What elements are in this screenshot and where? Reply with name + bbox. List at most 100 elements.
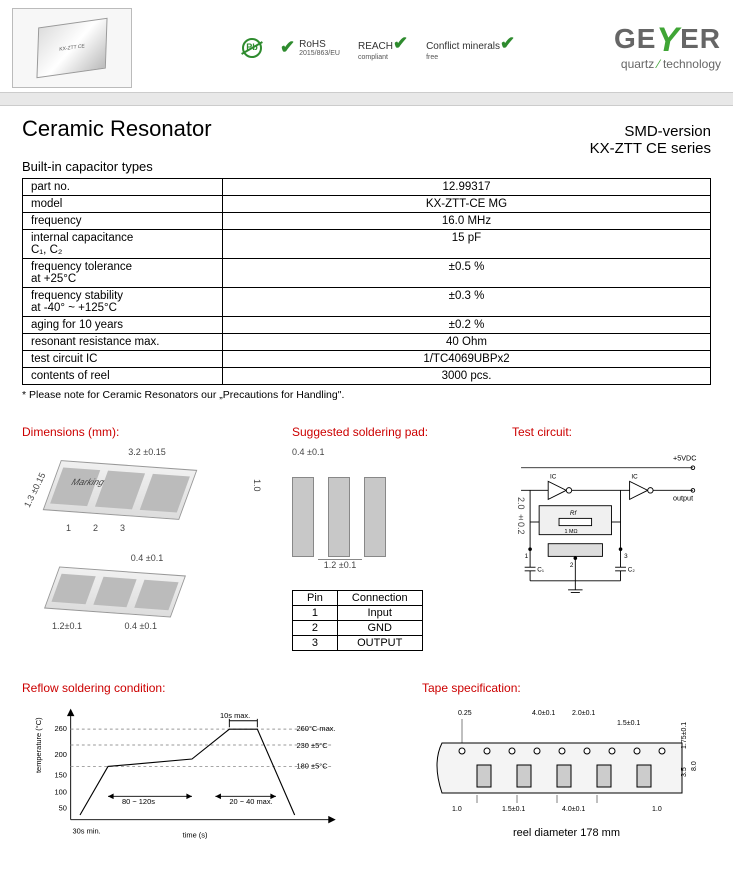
pin-table-row: 2GND <box>293 621 423 636</box>
spec-label: resonant resistance max. <box>23 334 223 351</box>
thumbnail-image: KX-ZTT CE <box>36 18 107 78</box>
pin-numbers: 123 <box>66 523 272 533</box>
svg-text:0.25: 0.25 <box>458 710 472 717</box>
spec-label: aging for 10 years <box>23 317 223 334</box>
circuit-section: Test circuit: +5VDC IC IC <box>512 425 711 651</box>
reflow-title: Reflow soldering condition: <box>22 681 392 695</box>
svg-text:2: 2 <box>570 562 574 569</box>
svg-text:1.0: 1.0 <box>452 806 462 813</box>
compliance-badges: Pb ✔ RoHS2015/863/EU REACH✔compliant Con… <box>242 34 515 61</box>
svg-text:260: 260 <box>54 724 66 733</box>
spec-row: internal capacitance C₁, C₂15 pF <box>23 230 711 259</box>
circuit-title: Test circuit: <box>512 425 711 439</box>
rohs-sub: 2015/863/EU <box>299 50 340 58</box>
brand-name: GEYER <box>614 18 721 57</box>
svg-text:30s min.: 30s min. <box>73 827 101 836</box>
svg-text:1.5±0.1: 1.5±0.1 <box>502 806 525 813</box>
conflict-minerals-badge: Conflict minerals✔free <box>426 34 515 61</box>
pin-cell: 1 <box>293 606 338 621</box>
pb-free-badge: Pb <box>242 38 262 58</box>
pin-table-row: 1Input <box>293 606 423 621</box>
svg-text:4.0±0.1: 4.0±0.1 <box>562 806 585 813</box>
circuit-svg: +5VDC IC IC output Rf <box>512 447 711 597</box>
width-label: 1.3 ±0.15 <box>22 471 47 509</box>
spec-row: frequency16.0 MHz <box>23 213 711 230</box>
svg-text:time (s): time (s) <box>183 830 208 839</box>
pin-cell: 2 <box>293 621 338 636</box>
svg-text:IC: IC <box>550 474 557 481</box>
geyer-logo: GEYER quartz ⁄ technology <box>614 18 721 71</box>
diagram-row: Dimensions (mm): 3.2 ±0.15 1.3 ±0.15 1.0… <box>22 425 711 651</box>
spec-row: frequency stability at -40° ~ +125°C±0.3… <box>23 288 711 317</box>
solder-pads <box>292 467 492 557</box>
rohs-badge: ✔ RoHS2015/863/EU <box>280 38 340 58</box>
svg-text:20 ~ 40 max.: 20 ~ 40 max. <box>229 797 272 806</box>
tape-caption: reel diameter 178 mm <box>422 827 711 839</box>
svg-text:100: 100 <box>54 787 66 796</box>
solder-pad <box>292 477 314 557</box>
pin-cell: OUTPUT <box>337 636 422 651</box>
tape-title: Tape specification: <box>422 681 711 695</box>
svg-text:2.0±0.1: 2.0±0.1 <box>572 710 595 717</box>
svg-text:output: output <box>673 493 693 502</box>
svg-text:3: 3 <box>624 553 628 560</box>
spec-table: part no.12.99317modelKX-ZTT-CE MGfrequen… <box>22 178 711 385</box>
check-icon: ✔ <box>500 33 515 53</box>
svg-text:4.0±0.1: 4.0±0.1 <box>532 710 555 717</box>
divider-bar <box>0 92 733 106</box>
spec-value: 1/TC4069UBPx2 <box>223 351 711 368</box>
header: KX-ZTT CE Pb ✔ RoHS2015/863/EU REACH✔com… <box>0 0 733 90</box>
reflow-chart: temperature (°C) time (s) 50 100 150 200… <box>22 703 392 845</box>
lower-row: Reflow soldering condition: temperature … <box>22 681 711 845</box>
spec-value: 3000 pcs. <box>223 368 711 385</box>
spec-label: part no. <box>23 179 223 196</box>
svg-text:80 ~ 120s: 80 ~ 120s <box>122 797 155 806</box>
svg-text:1: 1 <box>525 553 529 560</box>
length-label: 3.2 ±0.15 <box>22 447 272 457</box>
solder-pad <box>328 477 350 557</box>
spec-label: model <box>23 196 223 213</box>
spec-label: frequency tolerance at +25°C <box>23 259 223 288</box>
title-right: SMD-version KX-ZTT CE series <box>590 123 711 157</box>
solder-pad-w: 0.4 ±0.1 <box>292 447 492 457</box>
spec-value: 16.0 MHz <box>223 213 711 230</box>
conflict-sub: free <box>426 54 515 62</box>
page-title: Ceramic Resonator <box>22 116 212 142</box>
spec-row: frequency tolerance at +25°C±0.5 % <box>23 259 711 288</box>
pin-table-row: 3OUTPUT <box>293 636 423 651</box>
series-name: KX-ZTT CE series <box>590 140 711 157</box>
svg-text:10s max.: 10s max. <box>220 711 250 720</box>
reach-sub: compliant <box>358 54 408 62</box>
spec-label: internal capacitance C₁, C₂ <box>23 230 223 259</box>
pad-w-label: 0.4 ±0.1 <box>22 553 272 563</box>
spec-row: contents of reel3000 pcs. <box>23 368 711 385</box>
smd-version: SMD-version <box>590 123 711 140</box>
spec-value: ±0.3 % <box>223 288 711 317</box>
pad-1 <box>51 574 95 604</box>
content-area: Ceramic Resonator SMD-version KX-ZTT CE … <box>0 106 733 865</box>
pin-table: Pin Connection 1Input 2GND 3OUTPUT <box>292 590 423 651</box>
product-thumbnail: KX-ZTT CE <box>12 8 132 88</box>
spec-label: contents of reel <box>23 368 223 385</box>
brand-y: Y <box>656 21 680 60</box>
svg-text:180 ±5°C: 180 ±5°C <box>297 761 329 770</box>
svg-text:3.5: 3.5 <box>681 767 688 777</box>
pin-cell: Input <box>337 606 422 621</box>
dimensions-section: Dimensions (mm): 3.2 ±0.15 1.3 ±0.15 1.0… <box>22 425 272 651</box>
brand-right: ER <box>680 23 721 54</box>
reach-badge: REACH✔compliant <box>358 34 408 61</box>
component-top-view <box>43 460 198 520</box>
spec-label: frequency <box>23 213 223 230</box>
tagline-left: quartz <box>621 57 654 71</box>
tape-diagram: 0.25 4.0±0.1 2.0±0.1 1.5±0.1 1.75±0.1 3.… <box>422 703 711 839</box>
solder-pitch: 1.2 ±0.1 <box>318 559 362 570</box>
soldering-section: Suggested soldering pad: 0.4 ±0.1 2.0 ±0… <box>292 425 492 651</box>
svg-text:1 MΩ: 1 MΩ <box>564 529 577 535</box>
svg-text:260°C max.: 260°C max. <box>297 724 336 733</box>
pin-header: Pin <box>293 591 338 606</box>
conflict-label: Conflict minerals <box>426 41 500 52</box>
brand-left: GE <box>614 23 656 54</box>
svg-text:200: 200 <box>54 750 66 759</box>
height-label: 1.0 <box>252 479 262 492</box>
pin-cell: GND <box>337 621 422 636</box>
